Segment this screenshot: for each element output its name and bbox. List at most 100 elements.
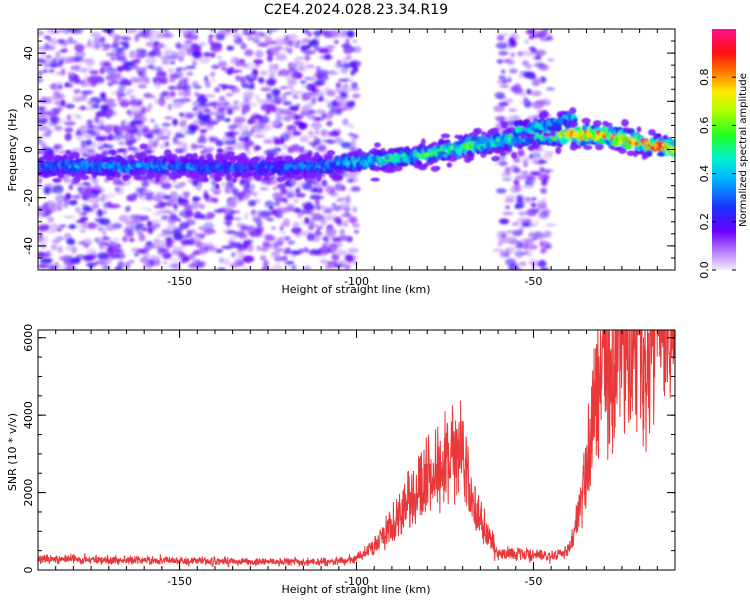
spectrogram-noise-cell <box>123 147 129 154</box>
spectrogram-noise-cell <box>88 223 100 227</box>
spectrogram-noise-cell <box>102 234 108 241</box>
spectrogram-noise-cell <box>47 216 55 223</box>
spectrogram-noise-cell <box>542 153 553 160</box>
spectrogram-noise-cell <box>274 118 283 124</box>
spectrogram-noise-cell <box>44 35 51 40</box>
spectrogram-noise-cell <box>226 230 236 235</box>
spectrogram-noise-cell <box>85 106 95 111</box>
spectrogram-noise-cell <box>215 140 224 147</box>
x-tick-label: -150 <box>167 575 192 588</box>
spectrogram-noise-cell <box>195 240 202 248</box>
spectrogram-noise-cell <box>172 209 179 213</box>
spectrogram-noise-cell <box>248 74 255 79</box>
spectrogram-noise-cell <box>305 93 313 98</box>
spectrogram-noise-cell <box>268 206 275 210</box>
spectrogram-noise-cell <box>544 244 553 250</box>
spectrogram-noise-cell <box>505 230 515 234</box>
spectrogram-noise-cell <box>505 235 516 240</box>
spectrogram-noise-cell <box>199 129 208 134</box>
spectrogram-noise-cell <box>38 30 45 36</box>
spectrogram-noise-cell <box>168 85 177 91</box>
spectrogram-noise-cell <box>350 139 357 147</box>
spectrogram-noise-cell <box>531 265 537 270</box>
spectrogram-noise-cell <box>123 61 135 66</box>
spectrogram-noise-cell <box>352 93 361 99</box>
spectrogram-noise-cell <box>510 85 520 93</box>
spectrogram-noise-cell <box>311 142 317 149</box>
spectrogram-ridge-cell <box>139 151 147 157</box>
spectrogram-noise-cell <box>537 259 547 268</box>
spectrogram-ridge-cell <box>263 176 270 181</box>
spectrogram-noise-cell <box>81 152 90 158</box>
spectrogram-noise-cell <box>91 42 102 50</box>
spectrogram-noise-cell <box>174 51 187 59</box>
spectrogram-noise-cell <box>333 39 339 45</box>
spectrogram-noise-cell <box>498 218 510 225</box>
spectrogram-noise-cell <box>104 242 110 246</box>
spectrogram-noise-cell <box>254 145 262 151</box>
spectrogram-noise-cell <box>313 116 321 122</box>
spectrogram-noise-cell <box>97 240 107 248</box>
spectrogram-noise-cell <box>291 264 297 270</box>
spectrogram-noise-cell <box>43 186 51 195</box>
spectrogram-noise-cell <box>346 100 356 108</box>
spectrogram-noise-cell <box>538 157 545 165</box>
spectrogram-noise-cell <box>529 223 538 227</box>
spectrogram-noise-cell <box>275 262 281 268</box>
spectrogram-noise-cell <box>284 91 292 96</box>
spectrogram-noise-cell <box>293 197 299 204</box>
spectrogram-noise-cell <box>85 58 96 67</box>
spectrogram-noise-cell <box>253 59 264 65</box>
y-tick-label: 4000 <box>22 401 35 429</box>
spectrogram-noise-cell <box>161 29 169 32</box>
spectrogram-noise-cell <box>334 137 344 145</box>
spectrogram-noise-cell <box>271 241 284 247</box>
spectrogram-noise-cell <box>282 255 288 262</box>
spectrogram-noise-cell <box>179 258 186 264</box>
spectrogram-noise-cell <box>301 106 308 112</box>
spectrogram-noise-cell <box>541 209 552 214</box>
spectrogram-noise-cell <box>217 31 227 35</box>
spectrogram-noise-cell <box>311 96 317 105</box>
spectrogram-noise-cell <box>231 251 236 258</box>
spectrogram-noise-cell <box>534 62 546 68</box>
spectrogram-noise-cell <box>246 36 254 41</box>
spectrogram-noise-cell <box>126 194 137 202</box>
spectrogram-noise-cell <box>134 186 141 194</box>
spectrogram-noise-cell <box>208 73 215 78</box>
spectrogram-ridge-cell <box>106 175 115 181</box>
spectrogram-noise-cell <box>301 38 311 44</box>
spectrogram-noise-cell <box>504 98 514 104</box>
spectrogram-noise-cell <box>348 216 358 224</box>
spectrogram-noise-cell <box>169 191 179 200</box>
spectrogram-noise-cell <box>135 48 147 55</box>
spectrogram-noise-cell <box>66 238 76 246</box>
spectrogram-noise-cell <box>545 36 553 41</box>
spectrogram-noise-cell <box>124 230 134 237</box>
spectrogram-noise-cell <box>74 50 86 59</box>
spectrogram-ridge-cell <box>111 149 116 156</box>
spectrogram-noise-cell <box>55 63 63 68</box>
spectrogram-noise-cell <box>151 95 156 99</box>
spectrogram-noise-cell <box>68 224 77 230</box>
spectrogram-noise-cell <box>97 196 110 201</box>
spectrogram-noise-cell <box>153 123 159 130</box>
spectrogram-noise-cell <box>214 87 221 93</box>
spectrogram-noise-cell <box>496 34 505 41</box>
spectrogram-noise-cell <box>301 201 313 207</box>
spectrogram-noise-cell <box>110 32 116 39</box>
spectrogram-noise-cell <box>182 143 188 151</box>
spectrogram-noise-cell <box>292 95 300 99</box>
spectrogram-noise-cell <box>172 227 183 234</box>
spectrogram-ridge-cell <box>370 177 380 182</box>
spectrogram-noise-cell <box>529 171 542 176</box>
spectrogram-noise-cell <box>131 58 141 64</box>
spectrogram-noise-cell <box>532 56 542 60</box>
spectrogram-noise-cell <box>165 236 173 243</box>
spectrogram-noise-cell <box>496 59 504 64</box>
snr-axes: -150 -100 -50 0 2000 4000 6000 <box>22 324 676 588</box>
spectrogram-noise-cell <box>286 34 298 40</box>
spectrogram-noise-cell <box>517 51 524 57</box>
spectrogram-noise-cell <box>210 41 217 47</box>
spectrogram-noise-cell <box>224 140 236 146</box>
